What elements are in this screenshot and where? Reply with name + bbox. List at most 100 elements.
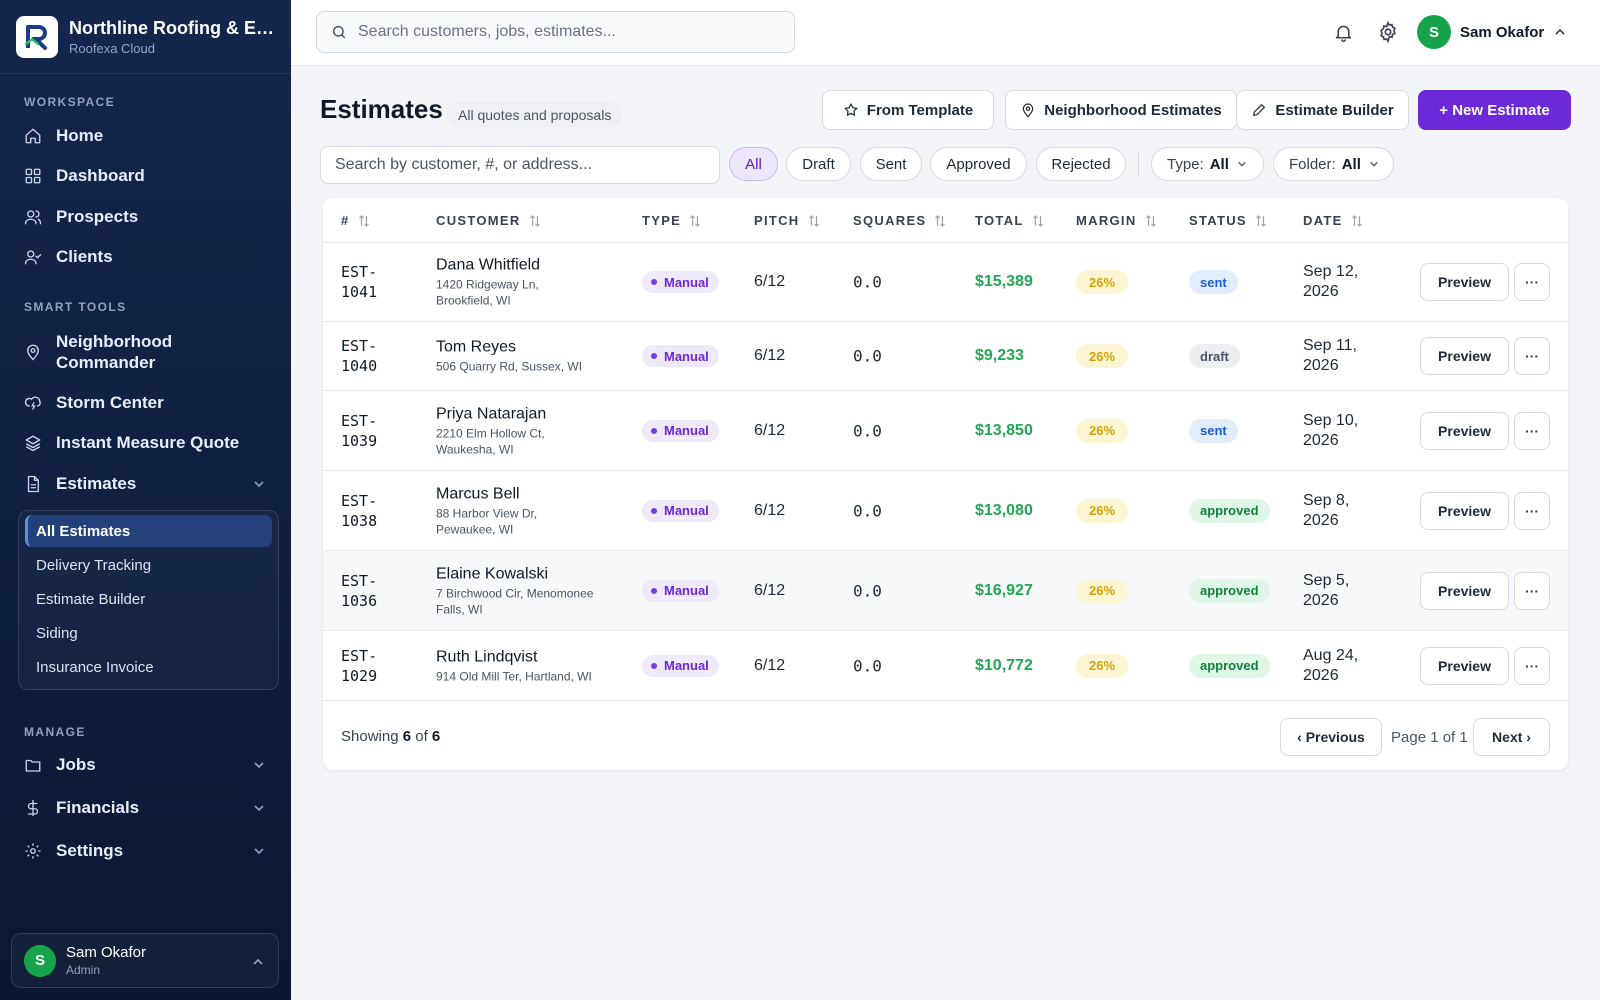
sidebar-item-home[interactable]: Home — [24, 126, 269, 146]
preview-button[interactable]: Preview — [1420, 571, 1509, 610]
next-page-button[interactable]: Next › — [1473, 718, 1550, 756]
preview-button[interactable]: Preview — [1420, 337, 1509, 375]
more-options-button[interactable]: ··· — [1514, 337, 1550, 375]
sidebar-item-financials[interactable]: Financials — [24, 798, 269, 818]
global-search[interactable] — [316, 11, 795, 53]
column-header-total[interactable]: TOTAL — [975, 213, 1044, 228]
column-header-id[interactable]: # — [341, 213, 370, 228]
chevron-up-icon — [253, 958, 263, 965]
results-count: Showing 6 of 6 — [341, 728, 440, 745]
table-row[interactable]: EST- 1029 Ruth Lindqvist 914 Old Mill Ter,… — [323, 631, 1568, 701]
sidebar-item-instant-measure-quote[interactable]: Instant Measure Quote — [24, 433, 269, 453]
previous-page-button[interactable]: ‹ Previous — [1280, 718, 1382, 756]
sidebar-item-storm-center[interactable]: Storm Center — [24, 393, 269, 413]
submenu-item-siding[interactable]: Siding — [36, 624, 78, 642]
submenu-item-insurance-invoice[interactable]: Insurance Invoice — [36, 658, 154, 676]
more-options-button[interactable]: ··· — [1514, 491, 1550, 530]
more-options-button[interactable]: ··· — [1514, 411, 1550, 450]
map-pin-icon — [27, 344, 39, 361]
customer-address: 2210 Elm Hollow Ct, — [436, 426, 545, 440]
customer-name: Ruth Lindqvist — [436, 648, 538, 665]
table-row[interactable]: EST- 1041 Dana Whitfield 1420 Ridgeway Ln,… — [323, 243, 1568, 322]
settings-button[interactable] — [1376, 20, 1400, 44]
sidebar-item-estimates[interactable]: Estimates — [24, 474, 269, 494]
submenu-item-estimate-builder[interactable]: Estimate Builder — [36, 590, 146, 608]
from-template-button[interactable]: From Template — [822, 90, 994, 130]
table-row[interactable]: EST- 1040 Tom Reyes 506 Quarry Rd, Sussex,… — [323, 322, 1568, 391]
squares-value: 0.0 — [853, 421, 882, 440]
sidebar-user-card[interactable]: S Sam Okafor Admin — [11, 933, 279, 988]
preview-button[interactable]: Preview — [1420, 263, 1509, 301]
column-header-status[interactable]: STATUS — [1189, 213, 1267, 228]
global-search-input[interactable] — [358, 23, 778, 41]
date-line2: 2026 — [1303, 357, 1339, 374]
customer-address-line2: Brookfield, WI — [436, 293, 511, 308]
submenu-item-all-estimates[interactable]: All Estimates — [25, 515, 272, 547]
filter-divider — [1138, 151, 1139, 177]
column-header-customer[interactable]: CUSTOMER — [436, 213, 541, 228]
customer-address-line2: Falls, WI — [436, 602, 483, 616]
page-subtitle-badge: All quotes and proposals — [447, 102, 623, 127]
pencil-icon — [1253, 104, 1266, 116]
table-row[interactable]: EST- 1038 Marcus Bell 88 Harbor View Dr, Pe… — [323, 471, 1568, 551]
date-line2: 2026 — [1303, 666, 1339, 684]
total-value: $10,772 — [975, 656, 1033, 674]
type-filter-label: Type: — [1167, 155, 1204, 173]
more-options-button[interactable]: ··· — [1514, 571, 1550, 610]
estimates-search-input[interactable] — [320, 146, 720, 184]
results-of: of — [415, 728, 428, 745]
customer-cell: Ruth Lindqvist 914 Old Mill Ter, Hartland… — [436, 647, 641, 684]
type-badge: Manual — [642, 579, 719, 602]
sidebar-item-jobs[interactable]: Jobs — [24, 755, 269, 775]
sidebar-item-prospects[interactable]: Prospects — [24, 207, 269, 227]
filter-chip-rejected[interactable]: Rejected — [1036, 147, 1126, 181]
section-label-manage: MANAGE — [24, 725, 86, 739]
sidebar-item-label: Neighborhood Commander — [56, 332, 173, 372]
sidebar-item-dashboard[interactable]: Dashboard — [24, 166, 269, 186]
avatar: S — [1417, 15, 1451, 49]
type-dot-icon — [651, 279, 657, 285]
submenu-item-delivery-tracking[interactable]: Delivery Tracking — [36, 556, 152, 574]
more-options-button[interactable]: ··· — [1514, 646, 1550, 685]
notifications-button[interactable] — [1331, 20, 1355, 44]
estimate-id-number: 1040 — [341, 357, 378, 375]
sort-icon — [1145, 214, 1156, 227]
estimate-builder-button[interactable]: Estimate Builder — [1236, 90, 1409, 130]
status-badge: draft — [1189, 344, 1240, 368]
preview-button[interactable]: Preview — [1420, 646, 1509, 685]
sidebar-item-clients[interactable]: Clients — [24, 247, 269, 267]
neighborhood-estimates-button[interactable]: Neighborhood Estimates — [1005, 90, 1237, 130]
column-header-pitch[interactable]: PITCH — [754, 213, 820, 228]
column-header-label: # — [341, 213, 350, 228]
filter-chip-sent[interactable]: Sent — [860, 147, 922, 181]
sidebar-item-neighborhood-commander[interactable]: Neighborhood Commander — [24, 331, 269, 373]
user-menu[interactable]: S Sam Okafor — [1417, 15, 1566, 49]
sidebar-item-settings[interactable]: Settings — [24, 841, 269, 861]
section-label-workspace: WORKSPACE — [24, 95, 116, 109]
estimate-id-prefix: EST- — [341, 263, 378, 281]
estimate-id-prefix: EST- — [341, 571, 378, 590]
new-estimate-button[interactable]: + New Estimate — [1418, 90, 1571, 130]
column-header-margin[interactable]: MARGIN — [1076, 213, 1157, 228]
top-user-name: Sam Okafor — [1460, 23, 1545, 41]
preview-button[interactable]: Preview — [1420, 491, 1509, 530]
table-row[interactable]: EST- 1039 Priya Natarajan 2210 Elm Hollow … — [323, 391, 1568, 471]
table-header-divider — [323, 242, 1568, 243]
estimates-table: # CUSTOMER TYPE PITCH SQUARES TOTAL MARG… — [323, 198, 1568, 770]
estimate-id: EST- 1039 — [341, 411, 401, 451]
filter-chip-draft[interactable]: Draft — [786, 147, 851, 181]
filter-chip-all[interactable]: All — [729, 147, 778, 181]
column-header-type[interactable]: TYPE — [642, 213, 701, 228]
type-filter-dropdown[interactable]: Type: All — [1151, 147, 1264, 181]
chevron-down-icon — [254, 848, 264, 855]
column-header-date[interactable]: DATE — [1303, 213, 1363, 228]
filter-chip-approved[interactable]: Approved — [930, 147, 1027, 181]
folder-filter-dropdown[interactable]: Folder: All — [1273, 147, 1394, 181]
brand-header[interactable]: Northline Roofing & Exteriors Roofexa Cl… — [0, 0, 291, 74]
column-header-squares[interactable]: SQUARES — [853, 213, 946, 228]
customer-name: Marcus Bell — [436, 485, 520, 502]
preview-button[interactable]: Preview — [1420, 411, 1509, 450]
more-options-button[interactable]: ··· — [1514, 263, 1550, 301]
table-row[interactable]: EST- 1036 Elaine Kowalski 7 Birchwood Cir,… — [323, 551, 1568, 631]
customer-cell: Dana Whitfield 1420 Ridgeway Ln, Brookfiel… — [436, 256, 626, 309]
